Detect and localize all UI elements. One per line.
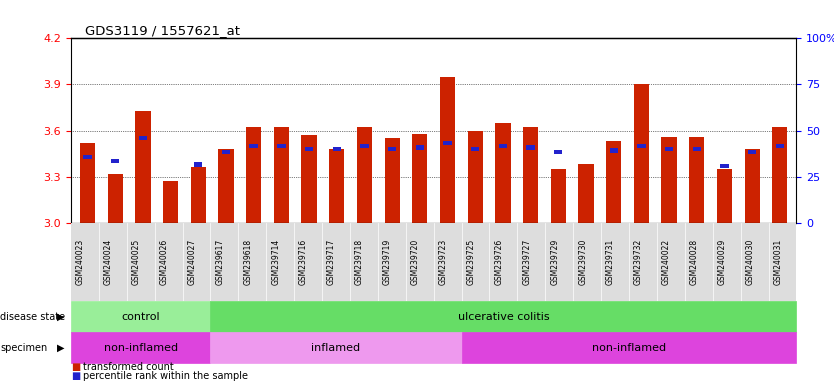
Text: GSM240028: GSM240028 (690, 239, 699, 285)
Text: specimen: specimen (0, 343, 48, 353)
Bar (246, 127, 261, 223)
Bar (388, 147, 396, 151)
Text: GSM239720: GSM239720 (410, 239, 420, 285)
Text: control: control (121, 312, 160, 322)
Bar (610, 148, 618, 153)
Text: GSM239726: GSM239726 (495, 239, 504, 285)
Text: GSM239617: GSM239617 (215, 239, 224, 285)
Bar (440, 77, 455, 223)
Text: GSM239725: GSM239725 (466, 239, 475, 285)
Text: GSM239718: GSM239718 (355, 239, 364, 285)
Bar (579, 164, 594, 223)
Bar (444, 141, 452, 145)
Bar (692, 147, 701, 151)
Text: GSM239618: GSM239618 (244, 239, 252, 285)
Text: GSM239717: GSM239717 (327, 239, 336, 285)
Bar (550, 169, 566, 223)
Text: transformed count: transformed count (83, 362, 174, 372)
Bar (471, 147, 480, 151)
Text: GSM240025: GSM240025 (132, 239, 141, 285)
Bar (745, 149, 760, 223)
Text: percentile rank within the sample: percentile rank within the sample (83, 371, 249, 381)
Bar (468, 131, 483, 223)
Bar (526, 145, 535, 150)
Text: GSM240024: GSM240024 (103, 239, 113, 285)
Text: ulcerative colitis: ulcerative colitis (458, 312, 550, 322)
Text: GSM239719: GSM239719 (383, 239, 392, 285)
Bar (329, 149, 344, 223)
Bar (357, 127, 372, 223)
Bar (412, 134, 428, 223)
Bar (499, 144, 507, 148)
Text: GSM239730: GSM239730 (578, 239, 587, 285)
Bar (138, 136, 147, 141)
Text: GSM239714: GSM239714 (271, 239, 280, 285)
Text: GSM239732: GSM239732 (634, 239, 643, 285)
Bar (637, 144, 646, 148)
Text: GSM240029: GSM240029 (718, 239, 726, 285)
Bar (274, 127, 289, 223)
Text: GSM239729: GSM239729 (550, 239, 560, 285)
Bar (721, 164, 729, 168)
Bar (748, 150, 756, 154)
Text: ▶: ▶ (57, 343, 64, 353)
Text: non-inflamed: non-inflamed (592, 343, 666, 353)
Bar (554, 150, 562, 154)
Bar (222, 150, 230, 154)
Bar (772, 127, 787, 223)
Bar (495, 123, 510, 223)
Text: GSM239731: GSM239731 (606, 239, 615, 285)
Text: GSM239716: GSM239716 (299, 239, 308, 285)
Bar (305, 147, 314, 151)
Bar (776, 144, 784, 148)
Bar (80, 143, 95, 223)
Bar (689, 137, 705, 223)
Bar (108, 174, 123, 223)
Text: non-inflamed: non-inflamed (103, 343, 178, 353)
Text: ▶: ▶ (57, 312, 64, 322)
Bar (384, 138, 399, 223)
Bar (219, 149, 234, 223)
Text: GSM240026: GSM240026 (159, 239, 168, 285)
Bar (83, 154, 92, 159)
Bar (333, 147, 341, 151)
Bar (634, 84, 649, 223)
Bar (249, 144, 258, 148)
Bar (606, 141, 621, 223)
Text: disease state: disease state (0, 312, 65, 322)
Text: GDS3119 / 1557621_at: GDS3119 / 1557621_at (85, 24, 240, 37)
Text: GSM240023: GSM240023 (76, 239, 85, 285)
Bar (415, 145, 424, 150)
Text: inflamed: inflamed (311, 343, 360, 353)
Bar (717, 169, 732, 223)
Text: GSM240031: GSM240031 (773, 239, 782, 285)
Bar (360, 144, 369, 148)
Bar (523, 127, 538, 223)
Text: GSM240030: GSM240030 (746, 239, 755, 285)
Text: ■: ■ (71, 371, 80, 381)
Text: GSM240027: GSM240027 (188, 239, 197, 285)
Bar (665, 147, 673, 151)
Bar (194, 162, 203, 167)
Bar (661, 137, 676, 223)
Text: GSM239723: GSM239723 (439, 239, 448, 285)
Text: GSM239727: GSM239727 (522, 239, 531, 285)
Text: ■: ■ (71, 362, 80, 372)
Bar (163, 181, 178, 223)
Bar (301, 135, 317, 223)
Bar (277, 144, 285, 148)
Text: GSM240022: GSM240022 (662, 239, 671, 285)
Bar (135, 111, 150, 223)
Bar (191, 167, 206, 223)
Bar (111, 159, 119, 164)
